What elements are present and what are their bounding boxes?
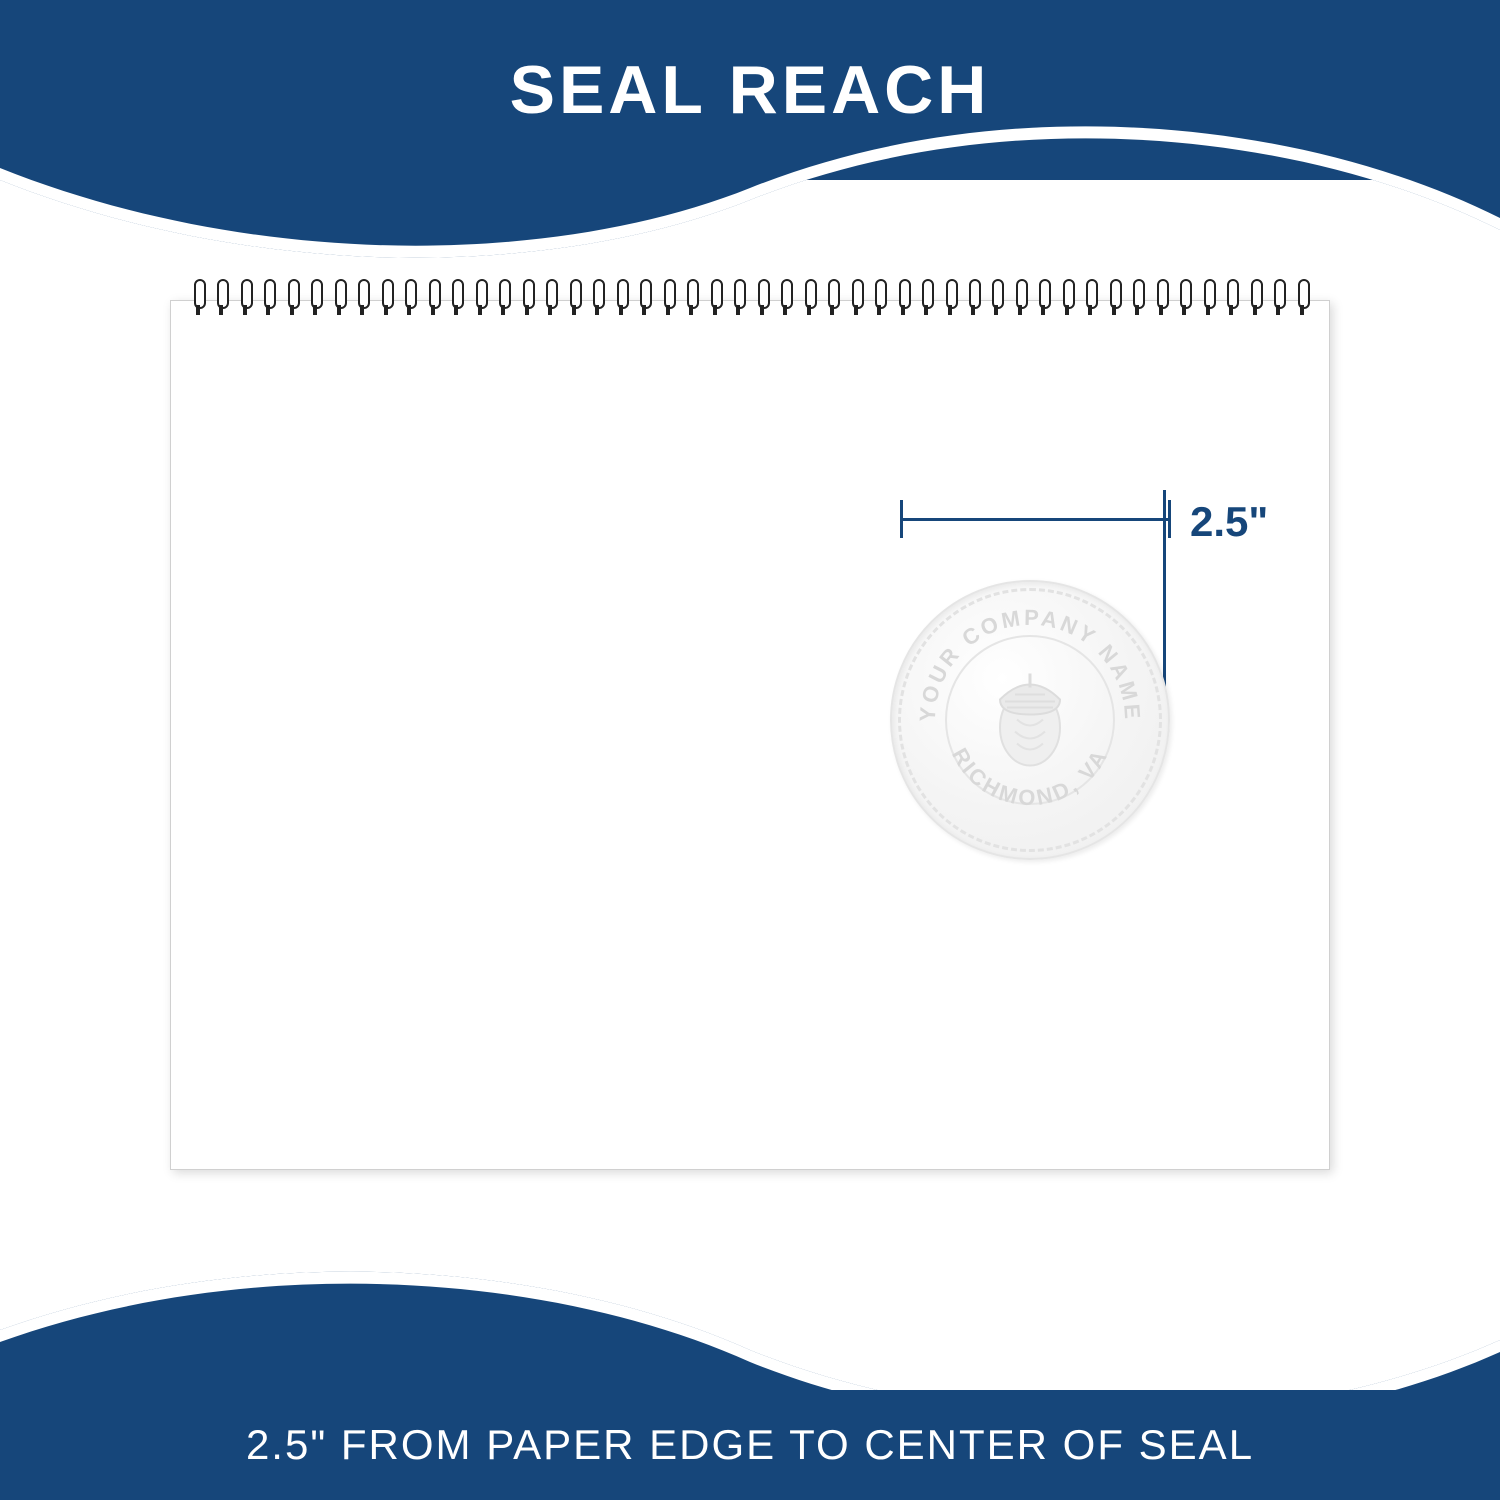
spiral-ring	[402, 279, 416, 319]
spiral-ring	[520, 279, 534, 319]
spiral-ring	[778, 279, 792, 319]
spiral-ring	[590, 279, 604, 319]
header-title: SEAL REACH	[510, 51, 991, 129]
spiral-ring	[943, 279, 957, 319]
spiral-ring	[1130, 279, 1144, 319]
spiral-ring	[1036, 279, 1050, 319]
spiral-ring	[214, 279, 228, 319]
spiral-ring	[1154, 279, 1168, 319]
spiral-binding	[191, 279, 1309, 319]
spiral-ring	[966, 279, 980, 319]
footer-band: 2.5" FROM PAPER EDGE TO CENTER OF SEAL	[0, 1390, 1500, 1500]
measurement-indicator: 2.5"	[900, 490, 1330, 550]
top-swoosh	[0, 120, 1500, 300]
spiral-ring	[355, 279, 369, 319]
spiral-ring	[308, 279, 322, 319]
spiral-ring	[1224, 279, 1238, 319]
spiral-ring	[496, 279, 510, 319]
spiral-ring	[708, 279, 722, 319]
spiral-ring	[449, 279, 463, 319]
spiral-ring	[614, 279, 628, 319]
footer-text: 2.5" FROM PAPER EDGE TO CENTER OF SEAL	[246, 1421, 1254, 1469]
spiral-ring	[285, 279, 299, 319]
spiral-ring	[543, 279, 557, 319]
spiral-ring	[261, 279, 275, 319]
spiral-ring	[238, 279, 252, 319]
spiral-ring	[872, 279, 886, 319]
acorn-icon	[985, 660, 1075, 770]
spiral-ring	[989, 279, 1003, 319]
spiral-ring	[473, 279, 487, 319]
spiral-ring	[1013, 279, 1027, 319]
spiral-ring	[731, 279, 745, 319]
spiral-ring	[661, 279, 675, 319]
spiral-ring	[1107, 279, 1121, 319]
spiral-ring	[825, 279, 839, 319]
spiral-ring	[379, 279, 393, 319]
spiral-ring	[637, 279, 651, 319]
embossed-seal: YOUR COMPANY NAME RICHMOND, VA	[890, 580, 1170, 860]
spiral-ring	[1295, 279, 1309, 319]
spiral-ring	[1201, 279, 1215, 319]
spiral-ring	[684, 279, 698, 319]
spiral-ring	[1177, 279, 1191, 319]
spiral-ring	[1083, 279, 1097, 319]
spiral-ring	[191, 279, 205, 319]
spiral-ring	[332, 279, 346, 319]
spiral-ring	[802, 279, 816, 319]
spiral-ring	[1248, 279, 1262, 319]
spiral-ring	[1060, 279, 1074, 319]
spiral-ring	[896, 279, 910, 319]
spiral-ring	[919, 279, 933, 319]
spiral-ring	[1271, 279, 1285, 319]
spiral-ring	[567, 279, 581, 319]
measure-line	[900, 518, 1170, 521]
spiral-ring	[755, 279, 769, 319]
measure-label: 2.5"	[1190, 498, 1268, 546]
spiral-ring	[849, 279, 863, 319]
measure-cap-right	[1168, 500, 1171, 538]
spiral-ring	[426, 279, 440, 319]
